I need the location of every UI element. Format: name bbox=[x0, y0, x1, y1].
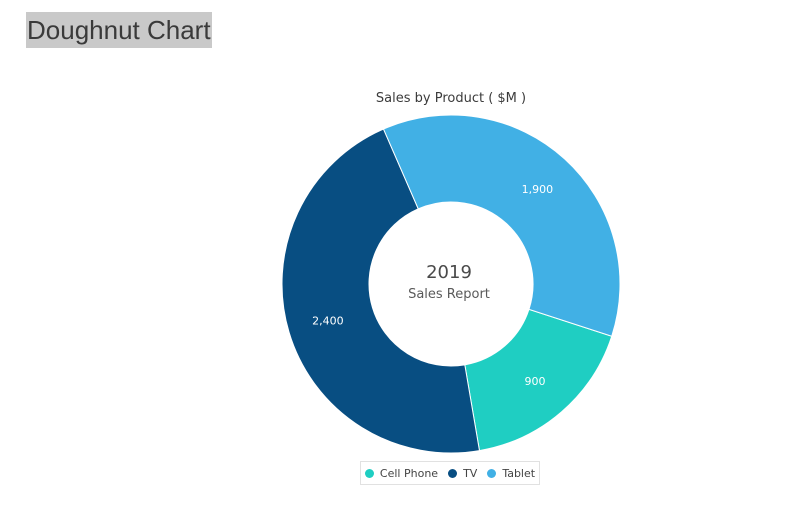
chart-legend: Cell Phone TV Tablet bbox=[360, 461, 540, 485]
legend-item-tv[interactable]: TV bbox=[448, 467, 477, 480]
slice-tablet[interactable] bbox=[382, 114, 621, 337]
legend-swatch bbox=[487, 468, 497, 478]
slice-label-tv: 2,400 bbox=[312, 315, 344, 328]
slice-label-cell-phone: 900 bbox=[525, 375, 546, 388]
legend-item-tablet[interactable]: Tablet bbox=[487, 467, 535, 480]
slice-cell-phone[interactable] bbox=[464, 308, 613, 452]
slices-group bbox=[281, 114, 621, 454]
legend-label: TV bbox=[463, 466, 478, 480]
center-year: 2019 bbox=[426, 262, 472, 283]
page-heading: Doughnut Chart bbox=[26, 12, 212, 48]
slice-labels-group: 900 2,400 1,900 bbox=[312, 183, 553, 388]
slice-label-tablet: 1,900 bbox=[522, 183, 554, 196]
center-subtitle: Sales Report bbox=[408, 287, 490, 302]
legend-label: Tablet bbox=[502, 466, 536, 480]
legend-swatch bbox=[448, 468, 458, 478]
legend-item-cell-phone[interactable]: Cell Phone bbox=[364, 466, 439, 480]
chart-title: Sales by Product ( $M ) bbox=[376, 91, 526, 106]
legend-swatch bbox=[364, 468, 374, 478]
slice-tv[interactable] bbox=[281, 128, 481, 454]
legend-label: Cell Phone bbox=[379, 466, 439, 480]
